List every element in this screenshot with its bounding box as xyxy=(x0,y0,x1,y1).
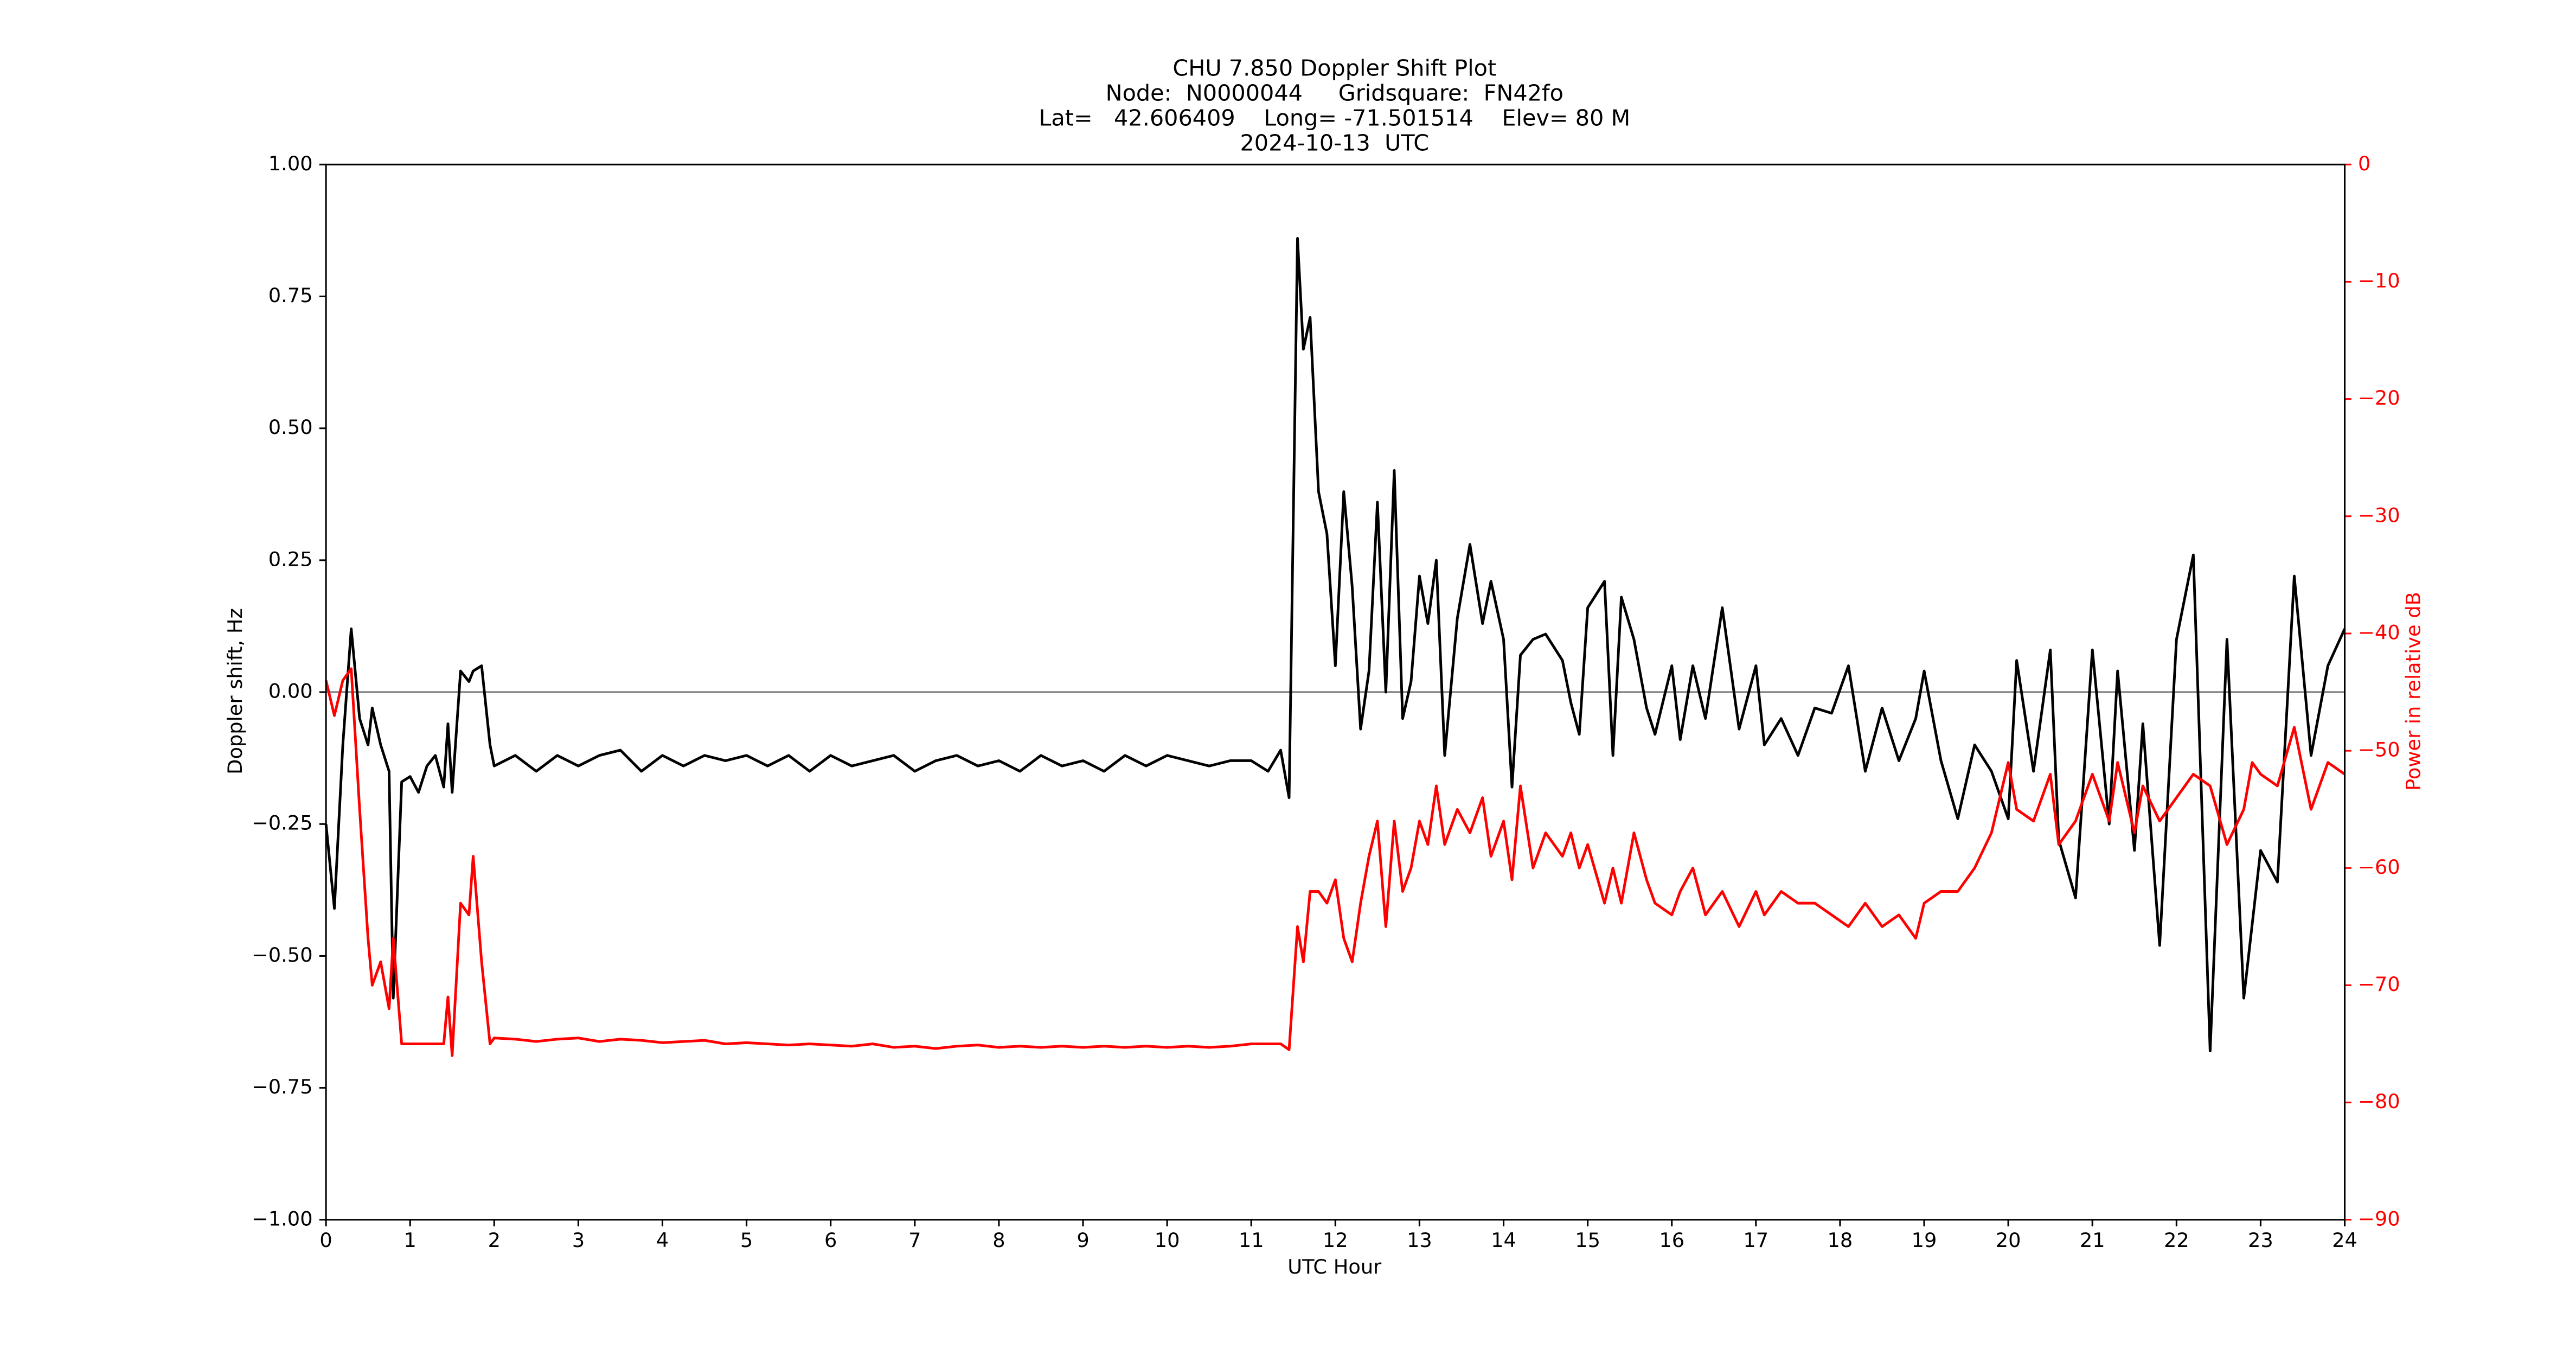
x-tick-label: 12 xyxy=(1323,1229,1348,1252)
y2-axis-label: Power in relative dB xyxy=(2402,592,2425,791)
x-tick-label: 13 xyxy=(1407,1229,1432,1252)
x-tick-label: 18 xyxy=(1828,1229,1853,1252)
x-tick-label: 20 xyxy=(1996,1229,2021,1252)
title-line: Lat= 42.606409 Long= -71.501514 Elev= 80… xyxy=(1039,105,1630,131)
x-tick-label: 11 xyxy=(1239,1229,1264,1252)
y2-tick-label: −50 xyxy=(2358,738,2400,762)
x-tick-label: 5 xyxy=(740,1229,753,1252)
y-tick-label: 0.25 xyxy=(268,547,313,571)
y-tick-label: 0.75 xyxy=(268,284,313,307)
x-tick-label: 7 xyxy=(908,1229,921,1252)
title-line: Node: N0000044 Gridsquare: FN42fo xyxy=(1106,80,1563,106)
y2-tick-label: −80 xyxy=(2358,1090,2400,1113)
series-line xyxy=(324,667,2346,1057)
x-tick-label: 14 xyxy=(1491,1229,1516,1252)
x-tick-label: 8 xyxy=(992,1229,1005,1252)
plot-frame xyxy=(325,163,2346,1221)
x-tick-label: 24 xyxy=(2332,1229,2357,1252)
y2-tick-label: −10 xyxy=(2358,269,2400,292)
x-tick-label: 0 xyxy=(319,1229,332,1252)
x-tick-label: 6 xyxy=(824,1229,837,1252)
y2-tick-label: −20 xyxy=(2358,386,2400,410)
x-tick-label: 19 xyxy=(1912,1229,1937,1252)
y-axis-label: Doppler shift, Hz xyxy=(223,608,247,775)
x-tick-label: 9 xyxy=(1076,1229,1089,1252)
y-tick-label: −1.00 xyxy=(252,1207,313,1230)
title-line: 2024-10-13 UTC xyxy=(1240,130,1429,156)
title-line: CHU 7.850 Doppler Shift Plot xyxy=(1172,55,1496,81)
x-tick-label: 22 xyxy=(2164,1229,2189,1252)
y2-tick-label: −30 xyxy=(2358,503,2400,527)
y-tick-label: 0.00 xyxy=(268,680,313,703)
y2-tick-label: 0 xyxy=(2358,152,2370,175)
x-tick-label: 21 xyxy=(2080,1229,2105,1252)
x-tick-label: 23 xyxy=(2248,1229,2273,1252)
y-tick-label: −0.25 xyxy=(252,811,313,835)
y-tick-label: −0.50 xyxy=(252,943,313,967)
y2-tick-label: −40 xyxy=(2358,621,2400,644)
y2-tick-label: −70 xyxy=(2358,973,2400,996)
x-tick-label: 17 xyxy=(1743,1229,1768,1252)
x-tick-label: 16 xyxy=(1659,1229,1684,1252)
y-tick-label: −0.75 xyxy=(252,1075,313,1098)
y-tick-label: 1.00 xyxy=(268,152,313,175)
x-tick-label: 1 xyxy=(404,1229,416,1252)
y2-tick-label: −60 xyxy=(2358,855,2400,879)
x-tick-label: 3 xyxy=(572,1229,585,1252)
x-tick-label: 2 xyxy=(488,1229,501,1252)
y-tick-label: 0.50 xyxy=(268,415,313,439)
x-axis-label: UTC Hour xyxy=(1287,1255,1382,1278)
y2-tick-label: −90 xyxy=(2358,1207,2400,1230)
series-line xyxy=(324,237,2346,1052)
x-tick-label: 10 xyxy=(1155,1229,1180,1252)
x-tick-label: 15 xyxy=(1575,1229,1600,1252)
x-tick-label: 4 xyxy=(656,1229,669,1252)
